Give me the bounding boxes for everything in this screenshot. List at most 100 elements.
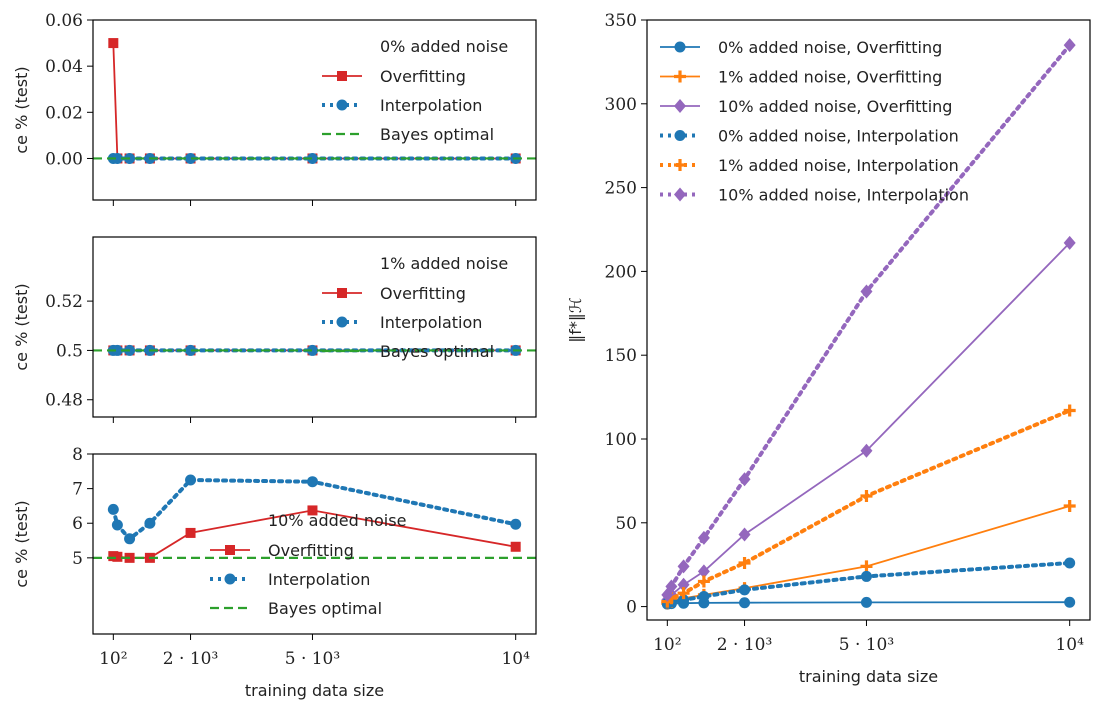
data-point xyxy=(1063,38,1076,53)
legend-marker xyxy=(336,316,348,328)
series-line xyxy=(666,505,1071,605)
legend-marker xyxy=(674,70,686,83)
x-tick-label: 5 · 10³ xyxy=(285,649,340,669)
data-point xyxy=(306,152,318,164)
data-point xyxy=(185,344,197,356)
legend-item: Bayes optimal xyxy=(322,342,494,361)
data-point xyxy=(510,518,522,530)
y-tick-label: 100 xyxy=(605,430,637,450)
data-point xyxy=(860,570,872,582)
legend-item: Overfitting xyxy=(322,67,466,86)
legend-marker xyxy=(674,187,686,202)
legend-marker xyxy=(225,545,235,555)
legend-marker xyxy=(674,159,686,171)
data-point xyxy=(738,557,751,570)
axes-frame xyxy=(646,19,1091,621)
chart-panel-4: 0 50 100 150 200 250 300 350 10² 2 · 10³ 5 · 10³ 10… xyxy=(566,11,1091,686)
legend-marker xyxy=(674,41,686,53)
data-point xyxy=(697,575,710,588)
legend-item: 0% added noise, Interpolation xyxy=(660,127,959,146)
data-point xyxy=(111,344,123,356)
data-point xyxy=(698,591,710,603)
data-point xyxy=(665,579,678,594)
data-point xyxy=(697,564,710,579)
plot-area xyxy=(93,344,536,356)
legend-label: Bayes optimal xyxy=(268,599,382,618)
legend-label: Interpolation xyxy=(268,570,370,589)
data-point xyxy=(677,559,690,574)
legend-marker xyxy=(674,99,686,113)
data-point xyxy=(185,474,197,486)
data-point xyxy=(697,530,710,545)
data-point xyxy=(510,541,521,552)
legend-label: 0% added noise, Interpolation xyxy=(718,127,959,146)
legend-label: 10% added noise, Overfitting xyxy=(718,97,952,116)
legend-item: Bayes optimal xyxy=(322,125,494,144)
axes-frame xyxy=(92,236,537,418)
data-point xyxy=(1063,404,1076,417)
legend: 1% added noise Overfitting Interpolation Ba… xyxy=(322,254,508,361)
data-point xyxy=(108,38,119,49)
data-point xyxy=(860,560,873,573)
chart-panel-1: 0.00 0.02 0.04 0.06 ce % (test) 0% added nois… xyxy=(12,11,537,206)
legend-item: Overfitting xyxy=(322,284,466,303)
y-axis-label: ‖f*‖ℋ xyxy=(566,297,585,343)
plot-area xyxy=(93,474,536,563)
y-axis-label: ce % (test) xyxy=(12,66,31,153)
y-tick-label: 200 xyxy=(605,262,637,282)
series-line xyxy=(665,561,1072,606)
legend-marker xyxy=(674,130,686,141)
legend-marker xyxy=(337,71,347,81)
data-point xyxy=(124,533,136,545)
y-tick-label: 0 xyxy=(626,598,637,618)
legend-label: 1% added noise, Interpolation xyxy=(718,156,959,175)
data-point xyxy=(111,519,123,531)
data-point xyxy=(1063,500,1076,513)
chart-panel-2: 0.48 0.5 0.52 ce % (test) 1% added noise Over… xyxy=(12,236,537,423)
legend-marker xyxy=(224,573,236,585)
data-point xyxy=(677,577,690,592)
x-axis-label: training data size xyxy=(245,681,384,700)
legend-label: 10% added noise, Interpolation xyxy=(718,186,969,205)
legend-label: Bayes optimal xyxy=(380,342,494,361)
legend-item: 1% added noise, Interpolation xyxy=(660,156,959,175)
legend-label: 1% added noise, Overfitting xyxy=(718,68,942,87)
data-point xyxy=(107,503,119,515)
data-point xyxy=(860,489,873,502)
y-tick-label: 0.04 xyxy=(45,57,83,77)
legend-marker xyxy=(337,288,347,298)
data-point xyxy=(185,527,196,538)
data-point xyxy=(678,594,690,606)
legend-title: 1% added noise xyxy=(380,254,508,273)
y-tick-label: 150 xyxy=(605,346,637,366)
legend-label: Overfitting xyxy=(268,541,354,560)
legend: 10% added noise Overfitting Interpolation B… xyxy=(210,511,406,618)
chart-panel-3: 5 6 7 8 10² 2 · 10³ 5 · 10³ 10⁴ ce % (test) train… xyxy=(12,445,537,700)
legend-label: Bayes optimal xyxy=(380,125,494,144)
y-tick-label: 7 xyxy=(72,480,83,500)
y-tick-label: 5 xyxy=(72,549,83,569)
legend-item: 0% added noise, Overfitting xyxy=(660,38,942,57)
legend-marker xyxy=(336,99,348,111)
data-point xyxy=(738,527,751,542)
legend-label: Overfitting xyxy=(380,284,466,303)
axes-frame xyxy=(92,19,537,201)
data-point xyxy=(307,505,318,516)
legend-title: 0% added noise xyxy=(380,37,508,56)
data-point xyxy=(677,587,690,600)
series-line xyxy=(666,241,1071,601)
legend-item: 10% added noise, Interpolation xyxy=(660,186,969,205)
series-interpolation xyxy=(107,474,522,545)
series-10-added-noise-interpolation xyxy=(661,38,1076,602)
series-0-added-noise-overfitting xyxy=(661,596,1076,610)
y-axis-label: ce % (test) xyxy=(12,283,31,370)
legend-item: Interpolation xyxy=(322,96,482,115)
legend-item: 10% added noise, Overfitting xyxy=(660,97,952,116)
plot-area xyxy=(661,38,1076,610)
y-tick-label: 350 xyxy=(605,11,637,31)
data-point xyxy=(738,472,751,487)
data-point xyxy=(1063,235,1076,250)
legend: 0% added noise Overfitting Interpolation Ba… xyxy=(322,37,508,144)
y-tick-label: 0.06 xyxy=(45,11,83,31)
